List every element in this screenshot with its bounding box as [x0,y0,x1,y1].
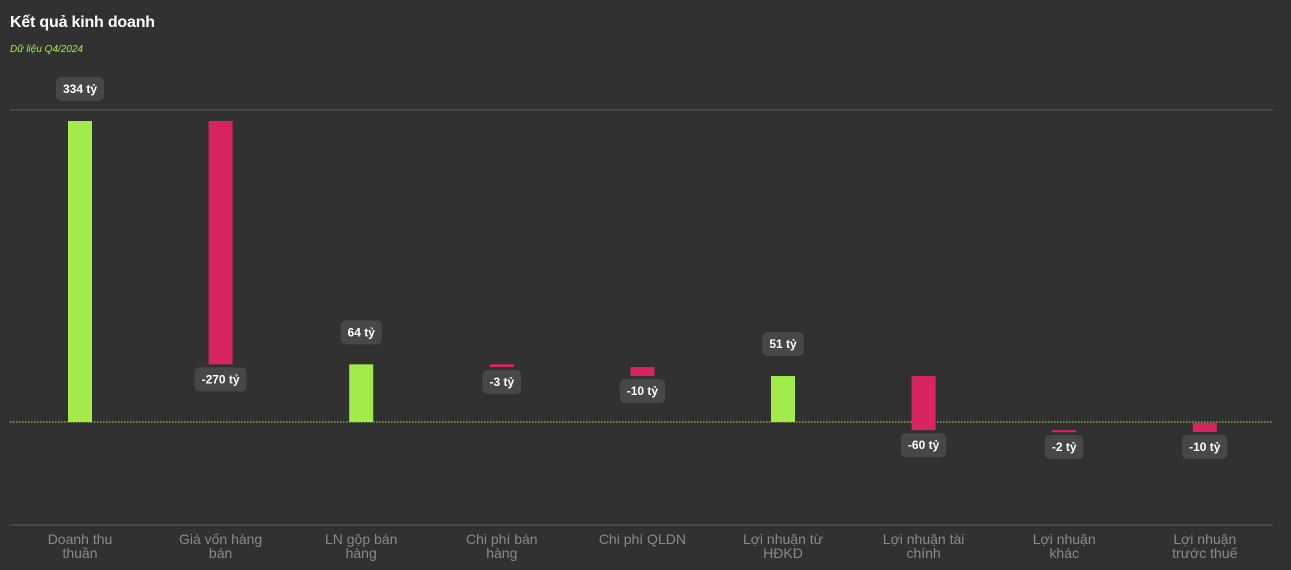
x-tick-label-8-line-1: Lợi nhuận [1033,531,1096,547]
x-tick-label-2-line-2: bán [209,545,232,561]
bar-8[interactable] [1052,430,1077,433]
x-tick-label-6-line-2: HĐKD [763,545,803,561]
value-label-bg-1 [55,77,105,101]
x-tick-label-1-line-2: thuần [62,545,97,561]
value-label-7: -60 tỷ [908,438,940,452]
value-label-5: -10 tỷ [627,384,659,398]
chart-subtitle: Dữ liệu Q4/2024 [10,44,84,55]
value-label-3: 64 tỷ [348,325,376,339]
x-tick-label-8-line-2: khác [1049,545,1079,561]
value-label-bg-7 [900,433,947,458]
value-label-bg-9 [1182,434,1228,459]
value-label-bg-5 [619,379,666,404]
bar-1[interactable] [68,121,92,422]
x-tick-label-6-line-1: Lợi nhuận từ [743,531,823,547]
value-label-4: -3 tỷ [489,375,514,389]
value-label-6: 51 tỷ [769,337,797,351]
value-label-1: 334 tỷ [63,82,97,96]
bar-7[interactable] [911,376,936,431]
value-label-bg-2 [194,367,247,392]
value-label-bg-6 [762,332,804,357]
x-tick-label-9-line-1: Lợi nhuận [1173,531,1236,547]
x-tick-label-5-line-1: Chi phí QLDN [599,531,686,547]
x-tick-label-7-line-2: chính [906,545,940,561]
x-tick-label-2-line-1: Giá vốn hàng [179,531,262,547]
value-label-bg-4 [482,370,522,395]
x-tick-label-3-line-1: LN gộp bán [325,531,397,547]
chart-title: Kết quả kinh doanh [10,14,155,31]
bar-6[interactable] [771,376,795,422]
value-label-bg-8 [1044,435,1084,460]
x-tick-label-3-line-2: hàng [346,545,377,561]
x-tick-label-4-line-1: Chi phí bán [466,531,538,547]
value-label-8: -2 tỷ [1052,440,1077,454]
value-label-bg-3 [340,320,382,345]
bar-2[interactable] [208,121,233,365]
x-tick-label-7-line-1: Lợi nhuận tài [883,531,965,547]
bar-4[interactable] [489,364,514,368]
x-tick-label-4-line-2: hàng [486,545,517,561]
bar-5[interactable] [630,367,655,377]
x-tick-label-1-line-1: Doanh thu [48,531,113,547]
value-label-9: -10 tỷ [1189,440,1221,454]
bar-9[interactable] [1192,422,1217,432]
bar-3[interactable] [349,364,374,422]
value-label-2: -270 tỷ [202,372,240,386]
x-tick-label-9-line-2: trước thuế [1172,545,1237,561]
